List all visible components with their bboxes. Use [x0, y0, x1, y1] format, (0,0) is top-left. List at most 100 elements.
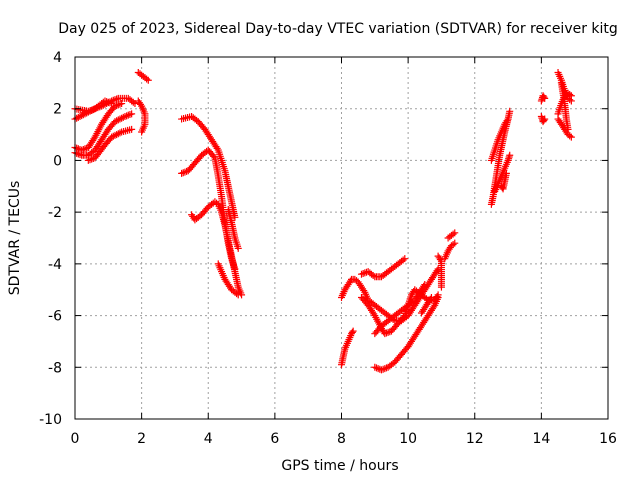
x-tick-label: 16: [599, 431, 617, 447]
data-point: [83, 109, 91, 117]
data-point: [137, 100, 145, 108]
data-point: [503, 117, 511, 125]
data-point: [113, 131, 121, 139]
data-point: [143, 75, 151, 83]
data-point: [362, 268, 370, 276]
data-point: [84, 156, 92, 164]
data-point: [106, 99, 114, 107]
data-point: [370, 310, 378, 318]
y-tick-label: 2: [53, 102, 62, 118]
x-tick-label: 14: [532, 431, 550, 447]
data-point: [88, 155, 96, 163]
data-point: [504, 115, 512, 123]
data-point: [349, 327, 357, 335]
data-point: [399, 313, 407, 321]
data-point: [567, 92, 575, 100]
data-point: [129, 98, 137, 106]
data-point: [421, 281, 429, 289]
y-tick-label: -8: [48, 360, 62, 376]
x-tick-label: 6: [270, 431, 279, 447]
y-axis-tick-labels: -10 -8 -6 -4 -2 0 2 4: [39, 50, 62, 428]
data-point: [451, 229, 459, 237]
data-point: [104, 98, 112, 106]
data-point: [138, 128, 146, 136]
data-point: [382, 329, 390, 337]
x-axis-tick-labels: 0 2 4 6 8 10 12 14 16: [71, 431, 617, 447]
data-point: [434, 293, 442, 301]
x-tick-label: 0: [71, 431, 80, 447]
data-point: [121, 112, 129, 120]
data-point: [79, 111, 87, 119]
data-point: [372, 364, 380, 372]
data-point: [377, 366, 385, 374]
data-point: [210, 152, 218, 160]
data-point: [111, 102, 119, 110]
data-point: [566, 90, 574, 98]
data-point: [86, 107, 94, 115]
data-point: [451, 239, 459, 247]
x-tick-label: 12: [466, 431, 484, 447]
data-point: [430, 303, 438, 311]
data-point: [449, 230, 457, 238]
x-tick-label: 8: [337, 431, 346, 447]
data-point: [379, 365, 387, 373]
data-point: [114, 116, 122, 124]
x-tick-label: 2: [137, 431, 146, 447]
data-point: [401, 255, 409, 263]
data-point: [179, 169, 187, 177]
data-point: [371, 363, 379, 371]
data-point: [449, 240, 457, 248]
data-point: [118, 100, 126, 108]
data-point: [113, 95, 121, 103]
data-point: [116, 129, 124, 137]
y-tick-label: -6: [48, 309, 62, 325]
data-point: [541, 94, 549, 102]
data-point: [113, 117, 121, 125]
data-point: [506, 151, 514, 159]
data-point: [111, 131, 119, 139]
data-point: [108, 133, 116, 141]
data-point: [116, 100, 124, 108]
data-point: [369, 271, 377, 279]
y-tick-label: 0: [53, 153, 62, 169]
data-points: [71, 69, 575, 374]
data-point: [213, 144, 221, 152]
data-point: [111, 96, 119, 104]
data-point: [86, 156, 94, 164]
data-point: [76, 112, 84, 120]
chart-title: Day 025 of 2023, Sidereal Day-to-day VTE…: [58, 21, 618, 37]
data-point: [88, 106, 96, 114]
data-point: [359, 270, 367, 278]
data-point: [374, 365, 382, 373]
data-point: [81, 110, 89, 118]
x-tick-label: 10: [399, 431, 417, 447]
data-point: [437, 283, 445, 291]
data-point: [90, 135, 98, 143]
data-point: [541, 115, 549, 123]
data-point: [126, 111, 134, 119]
data-point: [128, 125, 136, 133]
data-point: [381, 330, 389, 338]
data-point: [502, 169, 510, 177]
y-tick-label: -10: [39, 412, 62, 428]
data-point: [116, 115, 124, 123]
data-point: [224, 206, 232, 214]
x-tick-label: 4: [204, 431, 213, 447]
data-point: [181, 168, 189, 176]
data-point: [124, 111, 132, 119]
data-point: [357, 270, 365, 278]
y-axis-label: SDTVAR / TECUs: [7, 181, 23, 296]
data-point: [128, 110, 136, 118]
axis-ticks: [74, 56, 609, 420]
data-point: [114, 101, 122, 109]
data-point: [144, 76, 152, 84]
data-point: [73, 149, 81, 157]
data-point: [234, 291, 242, 299]
data-point: [540, 116, 548, 124]
data-point: [74, 150, 82, 158]
data-point: [427, 293, 435, 301]
data-point: [399, 256, 407, 264]
data-point: [567, 133, 575, 141]
